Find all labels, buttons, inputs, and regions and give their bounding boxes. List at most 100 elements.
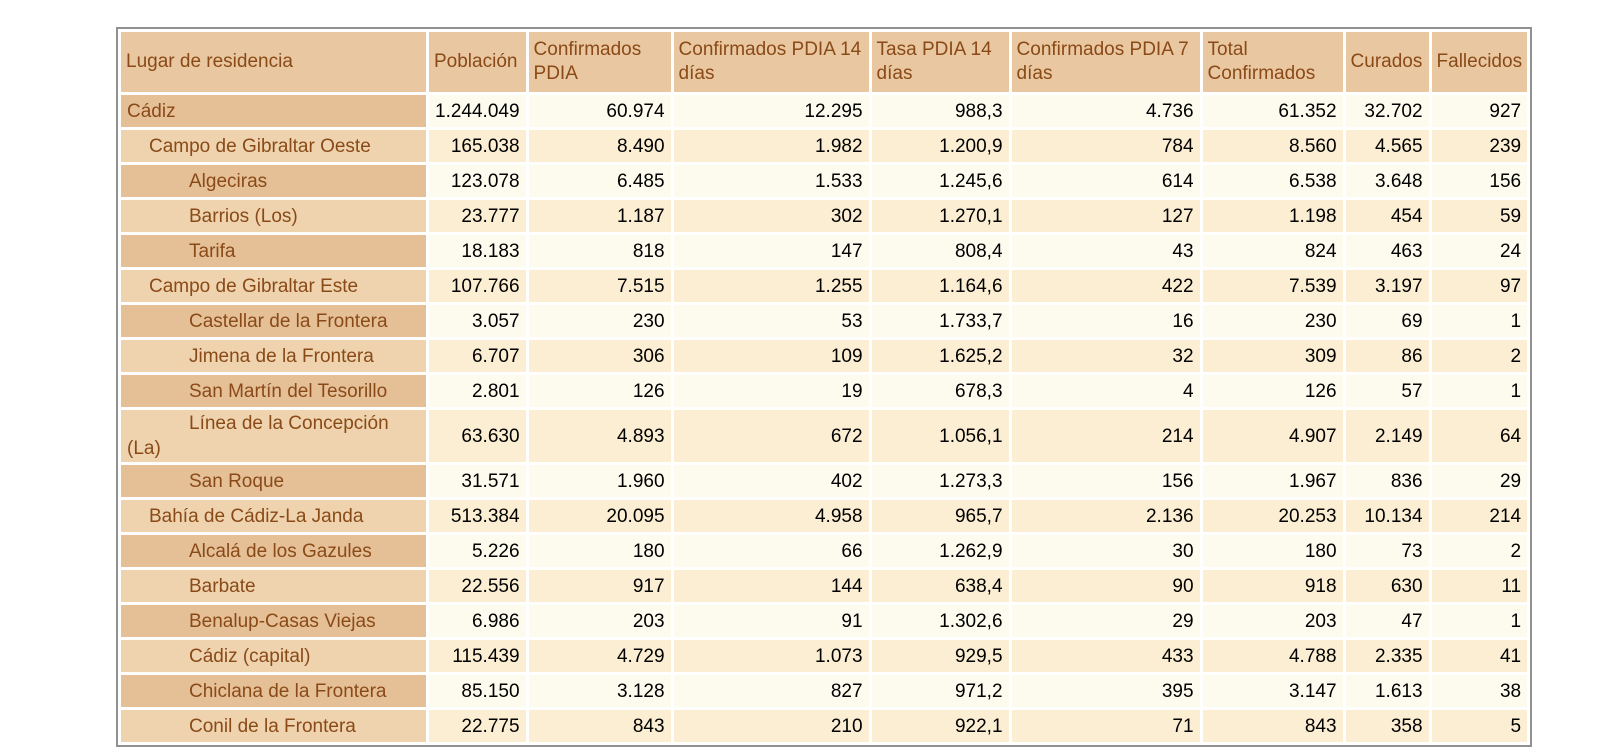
value-cell-poblacion: 6.707 xyxy=(429,340,526,372)
col-header-fallecidos: Fallecidos xyxy=(1431,32,1528,92)
table-row: Benalup-Casas Viejas 6.986 203 91 1.302,6 29 2… xyxy=(121,605,1528,637)
value-cell-tasa14: 1.270,1 xyxy=(871,200,1009,232)
value-cell-curados: 1.613 xyxy=(1345,675,1429,707)
col-header-confirmados-pdia-7-dias: Confirmados PDIA 7 días xyxy=(1011,32,1200,92)
value-cell-tasa14: 678,3 xyxy=(871,375,1009,407)
value-cell-total_conf: 4.907 xyxy=(1202,410,1343,462)
value-cell-pdia7: 214 xyxy=(1011,410,1200,462)
location-cell: Jimena de la Frontera xyxy=(121,340,426,372)
table-row: Alcalá de los Gazules 5.226 180 66 1.262,9 30… xyxy=(121,535,1528,567)
value-cell-total_conf: 6.538 xyxy=(1202,165,1343,197)
value-cell-pdia7: 433 xyxy=(1011,640,1200,672)
value-cell-total_conf: 8.560 xyxy=(1202,130,1343,162)
value-cell-fallecidos: 1 xyxy=(1431,375,1528,407)
location-cell: Cádiz xyxy=(121,95,426,127)
value-cell-pdia7: 90 xyxy=(1011,570,1200,602)
value-cell-tasa14: 965,7 xyxy=(871,500,1009,532)
value-cell-total_conf: 1.198 xyxy=(1202,200,1343,232)
value-cell-total_conf: 824 xyxy=(1202,235,1343,267)
location-cell: Campo de Gibraltar Este xyxy=(121,270,426,302)
value-cell-fallecidos: 38 xyxy=(1431,675,1528,707)
value-cell-total_conf: 203 xyxy=(1202,605,1343,637)
value-cell-conf_pdia: 818 xyxy=(528,235,671,267)
value-cell-total_conf: 843 xyxy=(1202,710,1343,742)
value-cell-total_conf: 309 xyxy=(1202,340,1343,372)
table-row: Campo de Gibraltar Este 107.766 7.515 1.255… xyxy=(121,270,1528,302)
col-header-total-confirmados: Total Confirmados xyxy=(1202,32,1343,92)
value-cell-poblacion: 1.244.049 xyxy=(429,95,526,127)
value-cell-total_conf: 61.352 xyxy=(1202,95,1343,127)
table-row: Campo de Gibraltar Oeste 165.038 8.490 1.98… xyxy=(121,130,1528,162)
value-cell-tasa14: 638,4 xyxy=(871,570,1009,602)
value-cell-total_conf: 230 xyxy=(1202,305,1343,337)
value-cell-conf_pdia: 230 xyxy=(528,305,671,337)
value-cell-conf_pdia: 126 xyxy=(528,375,671,407)
value-cell-conf_pdia: 4.893 xyxy=(528,410,671,462)
value-cell-poblacion: 85.150 xyxy=(429,675,526,707)
value-cell-pdia14: 1.982 xyxy=(673,130,869,162)
value-cell-fallecidos: 29 xyxy=(1431,465,1528,497)
location-cell: Campo de Gibraltar Oeste xyxy=(121,130,426,162)
value-cell-pdia7: 30 xyxy=(1011,535,1200,567)
value-cell-pdia7: 29 xyxy=(1011,605,1200,637)
value-cell-fallecidos: 214 xyxy=(1431,500,1528,532)
value-cell-curados: 86 xyxy=(1345,340,1429,372)
value-cell-pdia14: 144 xyxy=(673,570,869,602)
table-row: San Roque 31.571 1.960 402 1.273,3 156 1.967 83… xyxy=(121,465,1528,497)
value-cell-poblacion: 6.986 xyxy=(429,605,526,637)
value-cell-tasa14: 1.245,6 xyxy=(871,165,1009,197)
table-row: Barrios (Los) 23.777 1.187 302 1.270,1 127 1.1… xyxy=(121,200,1528,232)
col-header-lugar-de-residencia: Lugar de residencia xyxy=(121,32,426,92)
table-header: Lugar de residencia Población Confirmado… xyxy=(121,32,1528,92)
value-cell-conf_pdia: 180 xyxy=(528,535,671,567)
col-header-confirmados-pdia: Confirmados PDIA xyxy=(528,32,671,92)
value-cell-pdia14: 4.958 xyxy=(673,500,869,532)
value-cell-curados: 69 xyxy=(1345,305,1429,337)
value-cell-total_conf: 4.788 xyxy=(1202,640,1343,672)
value-cell-conf_pdia: 306 xyxy=(528,340,671,372)
value-cell-total_conf: 918 xyxy=(1202,570,1343,602)
location-cell: Línea de la Concepción (La) xyxy=(121,410,426,462)
value-cell-pdia7: 156 xyxy=(1011,465,1200,497)
value-cell-poblacion: 115.439 xyxy=(429,640,526,672)
col-header-tasa-pdia-14-dias: Tasa PDIA 14 días xyxy=(871,32,1009,92)
value-cell-pdia7: 784 xyxy=(1011,130,1200,162)
value-cell-conf_pdia: 3.128 xyxy=(528,675,671,707)
value-cell-tasa14: 1.056,1 xyxy=(871,410,1009,462)
value-cell-tasa14: 922,1 xyxy=(871,710,1009,742)
value-cell-curados: 2.335 xyxy=(1345,640,1429,672)
value-cell-poblacion: 2.801 xyxy=(429,375,526,407)
table-row: Jimena de la Frontera 6.707 306 109 1.625,2 3… xyxy=(121,340,1528,372)
value-cell-fallecidos: 1 xyxy=(1431,305,1528,337)
value-cell-pdia14: 147 xyxy=(673,235,869,267)
value-cell-tasa14: 1.164,6 xyxy=(871,270,1009,302)
value-cell-curados: 630 xyxy=(1345,570,1429,602)
value-cell-curados: 3.648 xyxy=(1345,165,1429,197)
value-cell-pdia14: 53 xyxy=(673,305,869,337)
value-cell-fallecidos: 156 xyxy=(1431,165,1528,197)
location-cell: Castellar de la Frontera xyxy=(121,305,426,337)
value-cell-total_conf: 20.253 xyxy=(1202,500,1343,532)
value-cell-poblacion: 22.556 xyxy=(429,570,526,602)
table-row: Bahía de Cádiz-La Janda 513.384 20.095 4.95… xyxy=(121,500,1528,532)
value-cell-poblacion: 22.775 xyxy=(429,710,526,742)
table-row: Castellar de la Frontera 3.057 230 53 1.733,… xyxy=(121,305,1528,337)
location-cell: Bahía de Cádiz-La Janda xyxy=(121,500,426,532)
value-cell-tasa14: 1.200,9 xyxy=(871,130,1009,162)
value-cell-fallecidos: 927 xyxy=(1431,95,1528,127)
value-cell-tasa14: 1.625,2 xyxy=(871,340,1009,372)
value-cell-total_conf: 1.967 xyxy=(1202,465,1343,497)
value-cell-fallecidos: 59 xyxy=(1431,200,1528,232)
value-cell-pdia7: 127 xyxy=(1011,200,1200,232)
value-cell-poblacion: 123.078 xyxy=(429,165,526,197)
value-cell-conf_pdia: 917 xyxy=(528,570,671,602)
value-cell-pdia7: 422 xyxy=(1011,270,1200,302)
value-cell-curados: 57 xyxy=(1345,375,1429,407)
value-cell-pdia7: 4.736 xyxy=(1011,95,1200,127)
value-cell-tasa14: 1.733,7 xyxy=(871,305,1009,337)
value-cell-curados: 454 xyxy=(1345,200,1429,232)
value-cell-pdia7: 43 xyxy=(1011,235,1200,267)
col-header-confirmados-pdia-14-dias: Confirmados PDIA 14 días xyxy=(673,32,869,92)
location-cell: Conil de la Frontera xyxy=(121,710,426,742)
